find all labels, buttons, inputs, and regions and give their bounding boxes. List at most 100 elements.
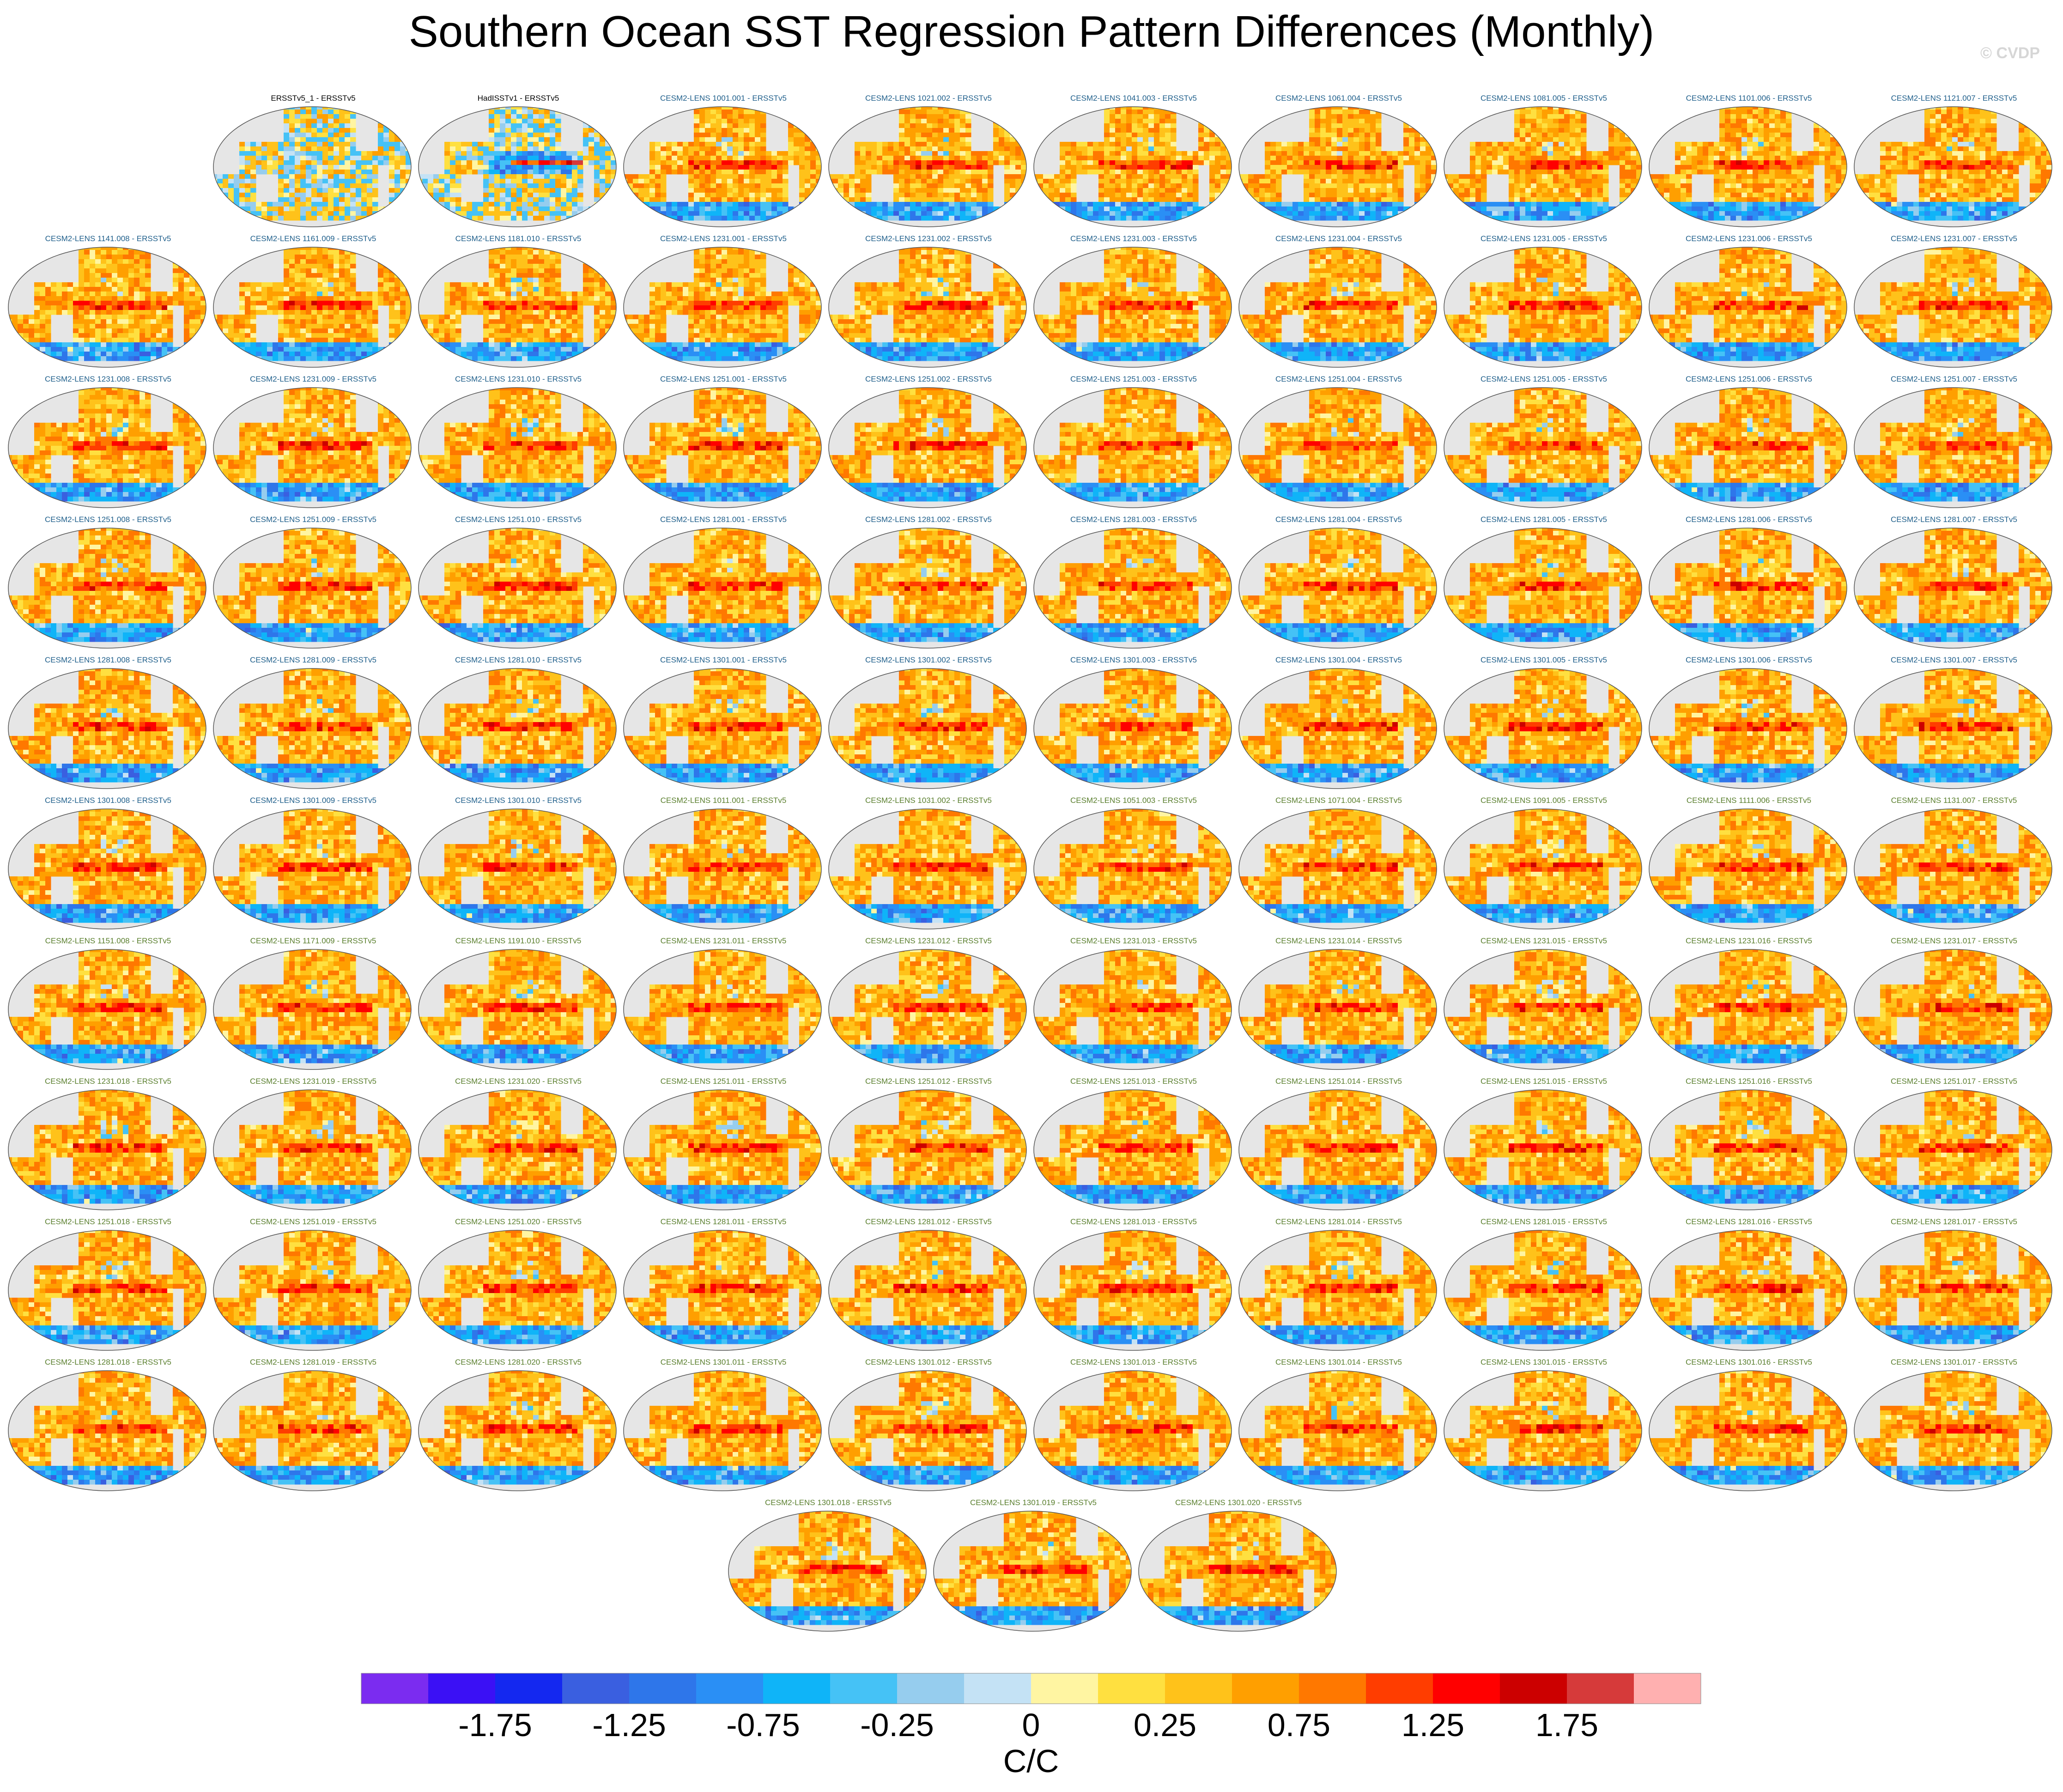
field-cell [1570,193,1576,198]
field-cell [228,179,234,184]
field-cell [544,211,550,216]
field-cell [666,156,672,161]
field-cell [821,109,823,115]
field-cell [1520,105,1526,110]
field-cell [644,174,650,179]
field-cell [212,114,218,119]
field-cell [367,211,373,216]
field-cell [411,179,413,184]
field-cell [555,105,561,110]
field-cell [988,193,994,198]
field-cell [655,146,661,152]
field-cell [1049,179,1055,184]
field-cell [284,174,290,179]
field-cell [1492,160,1498,165]
field-cell [1359,207,1365,212]
field-cell [1509,170,1515,175]
field-cell [483,165,489,170]
field-cell [1426,114,1432,119]
field-cell [710,142,716,147]
field-cell [528,123,534,128]
field-cell [888,156,894,161]
field-cell [1614,133,1620,138]
field-cell [694,193,700,198]
field-cell [611,123,617,128]
field-cell [555,188,561,193]
field-cell [350,183,356,188]
field-cell [217,174,223,179]
field-cell [722,160,728,165]
field-cell [1093,202,1099,207]
field-cell [1409,146,1415,152]
field-cell [1171,211,1177,216]
field-cell [250,197,256,202]
field-cell [600,114,606,119]
field-cell [1636,128,1642,133]
field-cell [1326,156,1332,161]
field-cell [1331,133,1337,138]
field-cell [932,188,938,193]
field-cell [1642,207,1644,212]
field-cell [1636,142,1642,147]
field-cell [1226,137,1232,142]
field-cell [389,165,395,170]
field-cell [810,165,816,170]
field-cell [334,119,340,124]
field-cell [428,109,434,115]
field-cell [528,165,534,170]
field-cell [306,170,312,175]
field-cell [467,207,473,212]
field-cell [1603,197,1609,202]
field-cell [400,146,406,152]
field-cell [683,165,689,170]
field-cell [616,170,618,175]
field-cell [1420,179,1426,184]
field-cell [317,151,323,156]
field-cell [755,114,761,119]
field-cell [1143,202,1149,207]
field-cell [1243,105,1249,110]
field-cell [1143,197,1149,202]
field-cell [245,193,251,198]
field-cell [372,188,378,193]
field-cell [1359,119,1365,124]
field-cell [411,151,413,156]
field-cell [1420,142,1426,147]
field-cell [649,146,655,152]
field-cell [1470,211,1476,216]
field-cell [1154,183,1160,188]
field-cell [1570,179,1576,184]
field-cell [1326,133,1332,138]
field-cell [1592,211,1598,216]
field-cell [1470,174,1476,179]
field-cell [411,193,413,198]
field-cell [1292,211,1298,216]
field-cell [212,197,218,202]
field-cell [771,170,777,175]
field-cell [478,142,484,147]
field-cell [993,156,999,161]
field-cell [267,165,273,170]
field-cell [345,142,351,147]
field-cell [1331,105,1337,110]
field-cell [633,216,639,221]
field-cell [1232,146,1233,152]
field-cell [1553,156,1559,161]
field-cell [400,211,406,216]
field-cell [821,156,823,161]
field-cell [1514,142,1520,147]
field-cell [450,216,456,221]
field-cell [1270,179,1276,184]
field-cell [843,188,849,193]
field-cell [1281,156,1287,161]
field-cell [1481,197,1487,202]
field-cell [1409,133,1415,138]
field-cell [727,183,733,188]
field-cell [1143,146,1149,152]
field-cell [1193,165,1199,170]
field-cell [749,207,755,212]
field-cell [993,105,999,110]
field-cell [411,119,413,124]
field-cell [250,179,256,184]
field-cell [1426,146,1432,152]
